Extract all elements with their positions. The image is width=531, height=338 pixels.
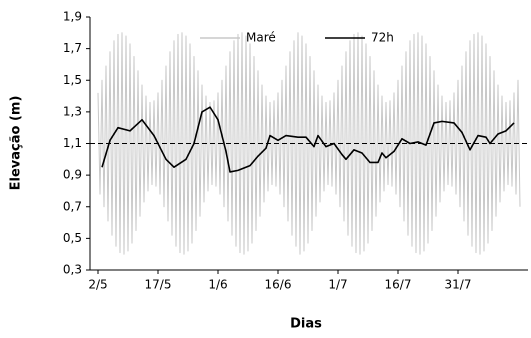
y-tick-label: 1,5 bbox=[63, 73, 82, 87]
y-axis-title: Elevação (m) bbox=[9, 96, 24, 191]
x-tick-label: 1/6 bbox=[208, 278, 227, 292]
y-tick-label: 0,3 bbox=[63, 263, 82, 277]
y-tick-label: 1,7 bbox=[63, 41, 82, 55]
x-tick-label: 1/7 bbox=[328, 278, 347, 292]
x-tick-label: 2/5 bbox=[88, 278, 107, 292]
y-tick-label: 0,9 bbox=[63, 168, 82, 182]
y-tick-label: 0,5 bbox=[63, 231, 82, 245]
y-tick-label: 1,9 bbox=[63, 10, 82, 24]
x-tick-label: 16/6 bbox=[265, 278, 292, 292]
legend-label: 72h bbox=[371, 31, 394, 45]
x-tick-label: 31/7 bbox=[445, 278, 472, 292]
legend-label: Maré bbox=[246, 31, 276, 45]
mean-line bbox=[101, 106, 515, 173]
x-tick-label: 16/7 bbox=[385, 278, 412, 292]
tide-line bbox=[97, 32, 521, 255]
y-tick-label: 1,3 bbox=[63, 104, 82, 118]
x-tick-label: 17/5 bbox=[145, 278, 172, 292]
y-tick-label: 1,1 bbox=[63, 136, 82, 150]
x-axis-title: Dias bbox=[290, 317, 322, 332]
y-tick-label: 0,7 bbox=[63, 199, 82, 213]
